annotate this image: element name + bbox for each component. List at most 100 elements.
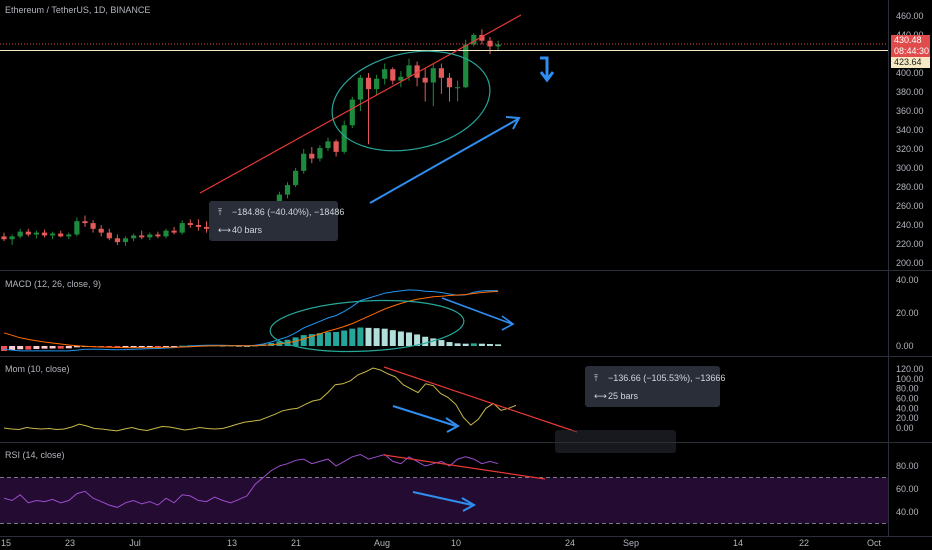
y-tick-label: 260.00 — [896, 201, 924, 211]
y-tick-label: 120.00 — [896, 364, 924, 374]
macd-ellipse — [269, 299, 465, 353]
macd-histogram-bar — [397, 331, 404, 346]
macd-histogram-bar — [244, 345, 250, 347]
macd-histogram-bar — [9, 346, 16, 351]
macd-pane[interactable] — [1, 289, 502, 352]
candle-body — [276, 194, 282, 207]
candle-body — [58, 233, 64, 237]
candle-body — [17, 231, 23, 237]
macd-histogram-bar — [454, 343, 461, 346]
bars-range-icon: ⟷ — [594, 391, 607, 401]
candle-body — [382, 69, 388, 79]
momentum-pane[interactable] — [3, 367, 517, 432]
candle-body — [33, 232, 39, 235]
macd-histogram-bar — [73, 346, 80, 348]
macd-histogram-bar — [373, 328, 380, 346]
price-arrow-head — [505, 116, 521, 130]
macd-histogram-bar — [341, 330, 348, 346]
down-arrow-stem — [540, 56, 549, 78]
candle-body — [438, 68, 444, 78]
x-tick-label: 23 — [65, 538, 75, 548]
candle-body — [390, 69, 396, 81]
price-trend-line — [199, 14, 522, 194]
grid-lines — [0, 0, 932, 537]
macd-histogram-bar — [41, 346, 48, 349]
y-tick-label: 200.00 — [896, 258, 924, 268]
y-tick-label: 320.00 — [896, 144, 924, 154]
macd-histogram-bar — [430, 338, 437, 346]
macd-histogram-bar — [365, 327, 372, 346]
macd-histogram-bar — [438, 340, 445, 346]
price-arrow-line — [369, 118, 519, 204]
y-tick-label: 20.00 — [896, 308, 919, 318]
candle-body — [82, 221, 88, 224]
drawing-annotations[interactable] — [199, 14, 578, 512]
y-tick-label: 460.00 — [896, 11, 924, 21]
rsi-pane[interactable] — [0, 453, 888, 524]
bars-range-icon: ⟷ — [218, 225, 231, 235]
macd-histogram-bar — [171, 346, 178, 347]
macd-histogram-bar — [308, 334, 315, 346]
macd-histogram-bar — [154, 346, 161, 347]
y-tick-label: 80.00 — [896, 384, 919, 394]
candle-body — [50, 233, 56, 236]
candle-body — [25, 231, 31, 235]
measure-range-icon: ⤒ — [594, 373, 598, 383]
measure-tooltip-shadow — [555, 430, 676, 453]
macd-histogram-bar — [1, 346, 7, 351]
candle-body — [301, 153, 307, 171]
macd-histogram-bar — [138, 346, 145, 348]
rsi-legend: RSI (14, close) — [5, 450, 65, 460]
candle-body — [90, 223, 96, 229]
y-tick-label: 240.00 — [896, 220, 924, 230]
y-tick-label: 0.00 — [896, 341, 914, 351]
candle-body — [463, 44, 469, 88]
y-tick-label: 60.00 — [896, 394, 919, 404]
price-scale[interactable]: 200.00 220.00 240.00 260.00 280.00 300.00 320.… — [896, 11, 924, 517]
candle-body — [9, 236, 15, 240]
last-price-tag: 430.48 — [891, 35, 930, 46]
x-tick-label: Jul — [129, 538, 141, 548]
candle-body — [374, 78, 380, 90]
candle-body — [365, 77, 372, 90]
candle-body — [66, 234, 72, 237]
y-tick-label: 400.00 — [896, 68, 924, 78]
candle-body — [171, 230, 177, 233]
candle-body — [114, 238, 120, 243]
rsi-line — [3, 453, 499, 508]
measure-tooltip-price: ⤒ −184.86 (−40.40%), −18486 ⟷40 bars — [209, 201, 344, 241]
time-scale[interactable]: 15 23 Jul 13 21 Aug 10 24 Sep 14 22 Oct — [1, 538, 882, 548]
candle-body — [422, 77, 428, 83]
price-pane[interactable] — [0, 29, 888, 246]
macd-histogram-bar — [462, 343, 469, 346]
candle-body — [155, 234, 161, 237]
macd-histogram-bar — [470, 343, 477, 346]
candle-body — [471, 35, 477, 45]
candle-body — [139, 235, 145, 238]
macd-histogram-bar — [333, 331, 340, 346]
rsi-trend-line — [383, 454, 546, 480]
macd-histogram-bar — [446, 342, 453, 346]
candle-body — [98, 228, 104, 233]
symbol-title: Ethereum / TetherUS, 1D, BINANCE — [5, 5, 150, 15]
x-tick-label: 22 — [799, 538, 809, 548]
measure-tooltip-momentum: ⤒ −136.66 (−105.53%), −13666 ⟷25 bars — [585, 366, 725, 407]
measure-range-icon: ⤒ — [218, 207, 222, 217]
candle-body — [349, 99, 355, 126]
macd-histogram-bar — [65, 346, 72, 349]
momentum-legend: Mom (10, close) — [5, 364, 70, 374]
macd-histogram-bar — [487, 344, 493, 346]
macd-histogram-bar — [495, 344, 502, 346]
macd-histogram-bar — [106, 346, 113, 348]
down-arrow-head — [539, 71, 555, 83]
macd-histogram-bar — [25, 346, 32, 350]
candle-body — [341, 125, 347, 152]
candle-body — [455, 87, 461, 89]
y-tick-label: 360.00 — [896, 106, 924, 116]
y-tick-label: 100.00 — [896, 374, 924, 384]
y-tick-label: 40.00 — [896, 275, 919, 285]
y-tick-label: 40.00 — [896, 507, 919, 517]
y-tick-label: 340.00 — [896, 125, 924, 135]
bar-countdown-tag: 08:44:30 — [891, 46, 930, 57]
